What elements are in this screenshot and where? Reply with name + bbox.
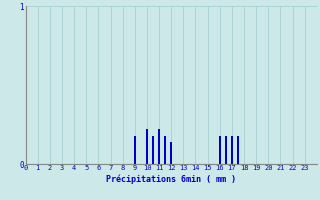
Bar: [225, 136, 227, 164]
Bar: [170, 142, 172, 164]
Bar: [164, 136, 166, 164]
Bar: [134, 136, 136, 164]
Bar: [231, 136, 233, 164]
X-axis label: Précipitations 6min ( mm ): Précipitations 6min ( mm ): [106, 174, 236, 184]
Bar: [152, 136, 154, 164]
Bar: [219, 136, 221, 164]
Bar: [237, 136, 239, 164]
Bar: [146, 129, 148, 164]
Bar: [158, 129, 160, 164]
